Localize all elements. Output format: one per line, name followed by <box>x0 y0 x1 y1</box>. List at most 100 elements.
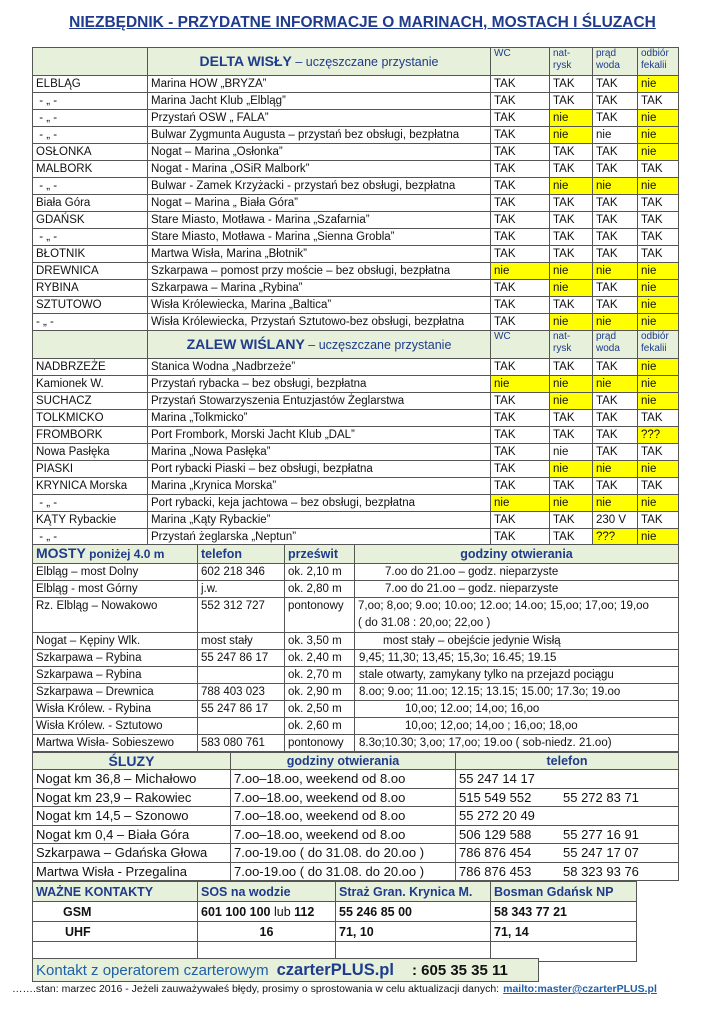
col-border-guard: Straż Gran. Krynica M. <box>335 881 491 902</box>
amenity-value: nie <box>549 392 593 410</box>
lock-name: Nogat km 14,5 – Szonowo <box>32 806 231 826</box>
amenity-value: TAK <box>637 477 679 495</box>
amenity-value: nie <box>549 313 593 331</box>
marina-row: RYBINA Szkarpawa – Marina „Rybina” TAK nie T… <box>32 279 679 297</box>
amenity-value: TAK <box>490 75 550 93</box>
amenity-value: TAK <box>490 245 550 263</box>
place: BŁOTNIK <box>32 245 148 263</box>
amenity-value: TAK <box>549 528 593 546</box>
bridge-name: Wisła Królew. - Rybina <box>32 700 198 718</box>
bridge-phone: 602 218 346 <box>197 563 285 581</box>
amenity-value: TAK <box>490 160 550 178</box>
bridge-row: Elbląg – most Dolny 602 218 346 ok. 2,10 m… <box>32 563 679 581</box>
operator-contact-bar: Kontakt z operatorem czarterowym czarterP… <box>32 958 539 982</box>
place: - „ - <box>32 109 148 127</box>
bridge-name: Elbląg – most Dolny <box>32 563 198 581</box>
marina-row: SZTUTOWO Wisła Królewiecka, Marina „Balti… <box>32 296 679 314</box>
bridge-name: Elbląg - most Górny <box>32 580 198 598</box>
marina-name: Bulwar - Zamek Krzyżacki - przystań bez … <box>147 177 491 195</box>
lock-hours: 7.oo–18.oo, weekend od 8.oo <box>230 769 456 789</box>
bridge-phone: 788 403 023 <box>197 683 285 701</box>
empty-row <box>32 941 637 962</box>
bridge-clearance: ok. 2,10 m <box>284 563 355 581</box>
bridge-name: Rz. Elbląg – Nowakowo <box>32 597 198 633</box>
marina-name: Martwa Wisła, Marina „Błotnik” <box>147 245 491 263</box>
amenity-value: TAK <box>637 92 679 110</box>
bridge-row: Szkarpawa – Drewnica 788 403 023 ok. 2,90 … <box>32 683 679 701</box>
zalew-heading: ZALEW WIŚLANY – uczęszczane przystanie <box>147 330 491 359</box>
marina-name: Port rybacki Piaski – bez obsługi, bezpł… <box>147 460 491 478</box>
place: Kamionek W. <box>32 375 148 393</box>
marina-name: Wisła Królewiecka, Przystań Sztutowo-bez… <box>147 313 491 331</box>
marina-row: - „ - Port rybacki, keja jachtowa – bez o… <box>32 494 679 512</box>
bridges-heading: MOSTY poniżej 4.0 m <box>32 544 198 564</box>
amenity-value: TAK <box>490 426 550 444</box>
marina-name: Szkarpawa – Marina „Rybina” <box>147 279 491 297</box>
amenity-header: odbiór fekalii <box>637 47 679 76</box>
amenity-value: TAK <box>592 279 638 297</box>
marina-name: Port rybacki, keja jachtowa – bez obsług… <box>147 494 491 512</box>
amenity-value: TAK <box>490 177 550 195</box>
lock-row: Szkarpawa – Gdańska Głowa 7.oo-19.oo ( do… <box>32 843 679 863</box>
amenity-value: TAK <box>637 443 679 461</box>
amenity-value: TAK <box>592 443 638 461</box>
amenity-value: nie <box>490 375 550 393</box>
place: KRYNICA Morska <box>32 477 148 495</box>
bridge-hours: 8.3o;10.30; 3,oo; 17,oo; 19.oo ( sob-nie… <box>354 734 679 752</box>
amenity-value: TAK <box>490 296 550 314</box>
marina-row: ELBLĄG Marina HOW „BRYZA” TAK TAK TAK nie <box>32 75 679 93</box>
lock-name: Nogat km 23,9 – Rakowiec <box>32 787 231 807</box>
bridge-hours: 7,oo; 8,oo; 9.oo; 10.oo; 12.oo; 14.oo; 1… <box>354 597 679 633</box>
amenity-value: TAK <box>592 477 638 495</box>
col-hours: godziny otwierania <box>230 752 456 770</box>
place: SZTUTOWO <box>32 296 148 314</box>
bridge-phone: 583 080 761 <box>197 734 285 752</box>
amenity-value: TAK <box>637 194 679 212</box>
marina-row: Nowa Pasłęka Marina „Nowa Pasłęka” TAK nie T… <box>32 443 679 461</box>
lock-row: Martwa Wisła - Przegalina 7.oo-19.oo ( do… <box>32 861 679 881</box>
marina-name: Wisła Królewiecka, Marina „Baltica” <box>147 296 491 314</box>
amenity-value: TAK <box>592 92 638 110</box>
col-sos: SOS na wodzie <box>197 881 336 902</box>
bridge-row: Rz. Elbląg – Nowakowo 552 312 727 pontonow… <box>32 597 679 633</box>
email-link[interactable]: mailto:master@czarterPLUS.pl <box>503 983 657 995</box>
amenity-value: TAK <box>490 511 550 529</box>
amenity-value: TAK <box>490 126 550 144</box>
amenity-value: TAK <box>592 75 638 93</box>
bridge-name: Szkarpawa – Drewnica <box>32 683 198 701</box>
amenity-value: nie <box>637 177 679 195</box>
amenity-header: nat- rysk <box>549 330 593 359</box>
place: SUCHACZ <box>32 392 148 410</box>
bridge-row: Szkarpawa – Rybina ok. 2,70 m stale otwart… <box>32 666 679 684</box>
bridge-hours: 8.oo; 9.oo; 11.oo; 12.15; 13.15; 15.00; … <box>354 683 679 701</box>
col-phone: telefon <box>455 752 679 770</box>
lock-name: Szkarpawa – Gdańska Głowa <box>32 843 231 863</box>
bridge-name: Nogat – Kępiny Wlk. <box>32 632 198 650</box>
marina-row: SUCHACZ Przystań Stowarzyszenia Entuzjast… <box>32 392 679 410</box>
marina-name: Przystań rybacka – bez obsługi, bezpłatn… <box>147 375 491 393</box>
marina-name: Marina HOW „BRYZA” <box>147 75 491 93</box>
place: - „ - <box>32 92 148 110</box>
amenity-value: nie <box>637 358 679 376</box>
place: - „ - <box>32 313 148 331</box>
marina-row: Biała Góra Nogat – Marina „ Biała Góra” TA… <box>32 194 679 212</box>
amenity-value: nie <box>637 143 679 161</box>
bridge-clearance: ok. 3,50 m <box>284 632 355 650</box>
amenity-value: TAK <box>490 443 550 461</box>
bridge-clearance: ok. 2,80 m <box>284 580 355 598</box>
bridge-hours: 10,oo; 12,oo; 14,oo ; 16,oo; 18,oo <box>354 717 679 735</box>
contacts-table: WAŻNE KONTAKTY SOS na wodzie Straż Gran.… <box>32 881 637 962</box>
sos-gsm: 601 100 100 lub 112 <box>197 901 336 922</box>
amenity-value: nie <box>549 460 593 478</box>
bridge-clearance: ok. 2,40 m <box>284 649 355 667</box>
col-phone: telefon <box>197 544 285 564</box>
bridge-phone <box>197 717 285 735</box>
amenity-value: ??? <box>592 528 638 546</box>
amenity-value: nie <box>549 279 593 297</box>
bridge-hours: 7.oo do 21.oo – godz. nieparzyste <box>354 580 679 598</box>
marina-name: Stare Miasto, Motława - Marina „Szafarni… <box>147 211 491 229</box>
amenity-value: nie <box>549 177 593 195</box>
amenity-value: TAK <box>549 194 593 212</box>
marina-name: Bulwar Zygmunta Augusta – przystań bez o… <box>147 126 491 144</box>
